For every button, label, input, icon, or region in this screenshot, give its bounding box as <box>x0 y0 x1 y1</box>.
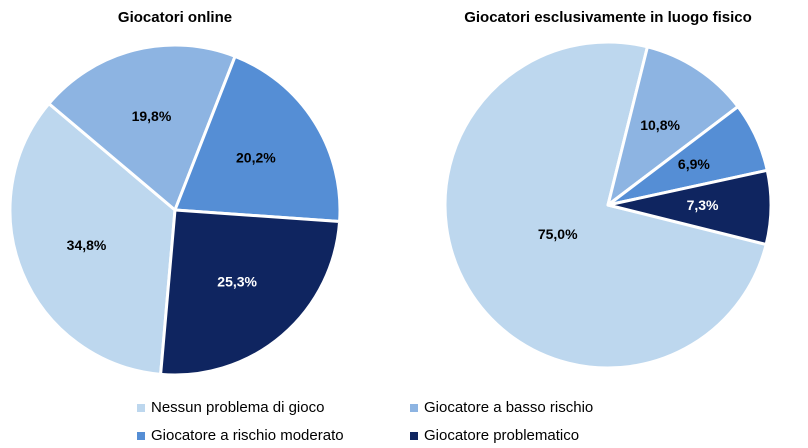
pie-slice <box>606 168 773 246</box>
data-label: 10,8% <box>640 117 680 133</box>
data-label: 7,3% <box>687 197 719 213</box>
legend-swatch <box>410 432 418 440</box>
data-label: 6,9% <box>678 156 710 172</box>
legend-label: Nessun problema di gioco <box>151 399 324 416</box>
data-label: 75,0% <box>538 226 578 242</box>
legend-label: Giocatore a rischio moderato <box>151 427 344 444</box>
data-label: 20,2% <box>236 150 276 166</box>
pie-slice <box>443 40 768 370</box>
legend-swatch <box>137 404 145 412</box>
chart-title: Giocatori esclusivamente in luogo fisico <box>464 9 752 26</box>
pie-slice <box>173 54 342 224</box>
data-label: 25,3% <box>217 273 257 289</box>
legend-label: Giocatore a basso rischio <box>424 399 593 416</box>
pie-slice <box>8 102 177 376</box>
data-label: 34,8% <box>67 237 107 253</box>
pie-slice <box>47 43 237 212</box>
legend-swatch <box>137 432 145 440</box>
pie-slice <box>159 208 342 377</box>
pie-slice <box>606 45 740 207</box>
data-label: 19,8% <box>132 108 172 124</box>
chart-title: Giocatori online <box>118 9 232 26</box>
legend-swatch <box>410 404 418 412</box>
legend-label: Giocatore problematico <box>424 427 579 444</box>
